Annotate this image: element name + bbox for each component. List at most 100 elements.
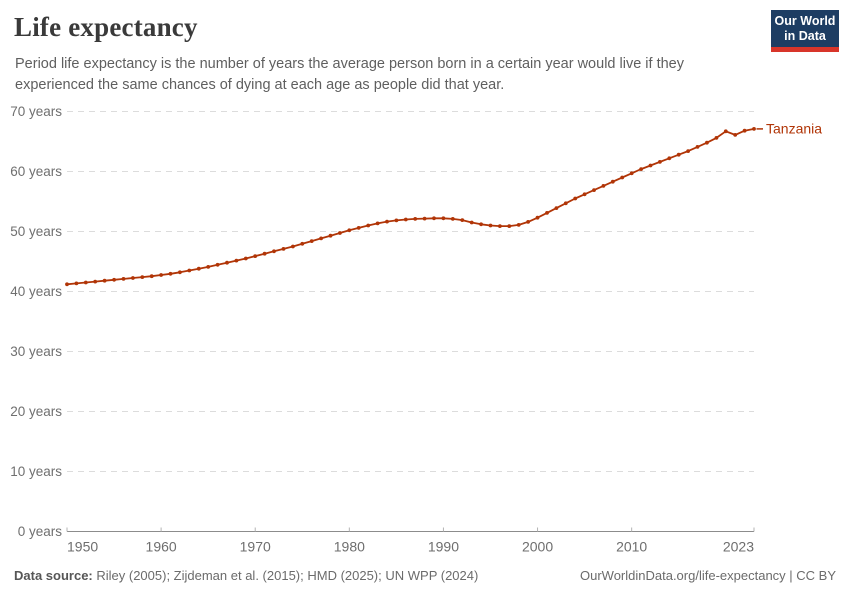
data-point[interactable] [187, 268, 192, 273]
data-point[interactable] [686, 149, 690, 154]
data-point[interactable] [83, 280, 88, 285]
data-point[interactable] [225, 260, 229, 265]
data-point[interactable] [413, 217, 418, 221]
x-tick-label: 1990 [428, 539, 459, 555]
data-point[interactable] [639, 167, 643, 172]
x-tick-label: 1970 [240, 539, 271, 555]
data-point[interactable] [262, 251, 267, 256]
data-point[interactable] [742, 128, 747, 133]
y-axis-labels: 0 years 10 years 20 years 30 years 40 years 5… [10, 104, 62, 539]
data-point[interactable] [300, 241, 305, 246]
owid-logo-line-1: Our World [774, 13, 836, 28]
trend-line[interactable] [66, 127, 755, 286]
gridlines [67, 111, 754, 472]
data-point[interactable] [545, 211, 549, 215]
data-point[interactable] [432, 216, 436, 221]
data-point[interactable] [733, 133, 738, 137]
data-point[interactable] [648, 163, 653, 168]
owid-logo-line-2: in Data [784, 28, 826, 43]
data-point[interactable] [592, 188, 596, 193]
data-point[interactable] [723, 129, 728, 134]
data-point[interactable] [563, 201, 568, 206]
y-tick-label: 40 years [10, 284, 62, 299]
data-point[interactable] [338, 231, 342, 235]
data-point[interactable] [714, 136, 719, 140]
y-tick-label: 50 years [10, 224, 62, 239]
data-point[interactable] [272, 249, 276, 254]
chart-footer: Data source: Riley (2005); Zijdeman et a… [14, 568, 836, 583]
data-point[interactable] [385, 219, 389, 224]
data-point[interactable] [112, 277, 116, 282]
data-point[interactable] [121, 277, 126, 281]
data-point[interactable] [422, 216, 427, 221]
data-point[interactable] [620, 175, 625, 180]
data-point[interactable] [450, 217, 455, 221]
data-point[interactable] [93, 279, 98, 284]
entity-annotation: Tanzania [756, 121, 822, 137]
data-point[interactable] [460, 218, 465, 223]
y-tick-label: 30 years [10, 344, 62, 359]
data-point[interactable] [394, 218, 399, 223]
data-point[interactable] [752, 126, 756, 131]
data-point[interactable] [582, 192, 587, 197]
data-point[interactable] [629, 171, 634, 176]
data-point[interactable] [178, 270, 182, 275]
data-point[interactable] [159, 273, 164, 277]
data-point[interactable] [319, 236, 323, 241]
data-point[interactable] [366, 223, 371, 228]
data-point[interactable] [243, 256, 248, 261]
subtitle-line-2: experienced the same chances of dying at… [15, 77, 505, 93]
data-point[interactable] [196, 266, 201, 271]
data-point[interactable] [168, 271, 173, 276]
data-point[interactable] [488, 223, 493, 228]
data-point[interactable] [667, 156, 672, 161]
data-point[interactable] [347, 228, 352, 233]
data-point[interactable] [309, 239, 314, 244]
data-point[interactable] [234, 258, 239, 263]
data-point[interactable] [535, 215, 540, 220]
data-point[interactable] [65, 282, 69, 287]
data-point[interactable] [102, 278, 107, 283]
data-point[interactable] [215, 262, 220, 267]
data-point[interactable] [441, 216, 446, 221]
data-point[interactable] [610, 179, 615, 184]
data-point[interactable] [149, 274, 154, 279]
data-point[interactable] [695, 145, 700, 149]
data-point[interactable] [601, 184, 606, 188]
data-point[interactable] [658, 160, 662, 164]
data-point[interactable] [375, 221, 380, 226]
data-point[interactable] [253, 254, 258, 258]
y-tick-label: 0 years [18, 524, 63, 539]
entity-label: Tanzania [766, 121, 822, 137]
data-point[interactable] [573, 196, 578, 201]
data-point[interactable] [140, 275, 145, 279]
data-point[interactable] [74, 281, 79, 286]
data-point[interactable] [356, 226, 361, 230]
data-point[interactable] [403, 217, 408, 222]
data-point[interactable] [516, 223, 521, 227]
data-point[interactable] [526, 220, 530, 224]
data-point[interactable] [328, 233, 333, 238]
owid-logo[interactable]: Our World in Data [771, 10, 839, 52]
data-point[interactable] [507, 224, 512, 229]
y-tick-label: 60 years [10, 164, 62, 179]
data-point[interactable] [554, 206, 559, 211]
data-point[interactable] [206, 265, 211, 269]
x-axis: 1950 1960 1970 1980 1990 2000 2010 2023 [66, 527, 755, 555]
data-source-text: Riley (2005); Zijdeman et al. (2015); HM… [92, 568, 479, 583]
data-point[interactable] [131, 276, 135, 280]
owid-link[interactable]: OurWorldinData.org/life-expectancy | CC … [579, 568, 836, 583]
data-point[interactable] [479, 222, 483, 227]
data-source-line: Data source: Riley (2005); Zijdeman et a… [14, 568, 478, 583]
data-point[interactable] [676, 152, 681, 157]
data-source-label: Data source: [14, 568, 93, 583]
data-point[interactable] [705, 140, 709, 145]
data-point[interactable] [281, 247, 286, 251]
page-title: Life expectancy [14, 12, 198, 42]
data-series[interactable] [65, 126, 756, 287]
data-point[interactable] [291, 244, 295, 249]
data-point[interactable] [498, 224, 502, 229]
data-point[interactable] [469, 220, 474, 225]
